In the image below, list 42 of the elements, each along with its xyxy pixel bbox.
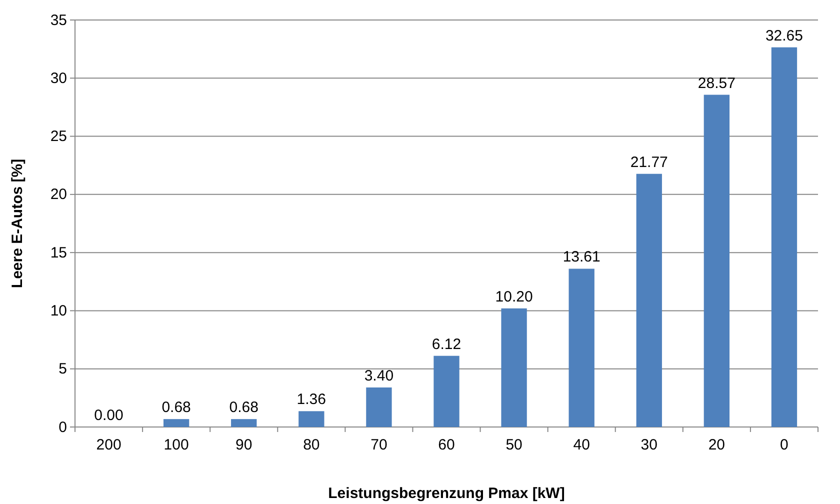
data-label: 6.12: [432, 336, 462, 353]
bar: [771, 47, 798, 427]
data-label: 0.68: [162, 399, 191, 416]
data-label: 32.65: [765, 27, 803, 44]
x-tick-label: 70: [370, 436, 388, 454]
data-label: 0.68: [229, 399, 258, 416]
bar: [366, 387, 392, 427]
x-tick-label: 60: [438, 436, 455, 454]
y-tick-label: 0: [58, 418, 67, 436]
data-label: 0.00: [94, 407, 124, 424]
x-axis-title: Leistungsbegrenzung Pmax [kW]: [328, 485, 565, 502]
x-tick-label: 20: [708, 436, 726, 454]
x-tick-label: 90: [236, 436, 252, 454]
x-tick-label: 80: [303, 436, 320, 454]
y-tick-label: 15: [50, 244, 67, 262]
bar: [298, 411, 324, 427]
bar: [501, 308, 527, 427]
y-tick-label: 5: [58, 360, 67, 378]
data-label: 21.77: [630, 154, 668, 171]
bar: [434, 356, 460, 427]
y-tick-label: 10: [50, 302, 67, 320]
y-tick-label: 20: [50, 186, 67, 204]
x-tick-label: 0: [780, 436, 788, 454]
data-label: 10.20: [495, 288, 533, 306]
data-label: 1.36: [296, 391, 326, 408]
data-label: 13.61: [562, 248, 600, 266]
data-label: 28.57: [698, 74, 736, 92]
bar: [231, 419, 257, 427]
data-label: 3.40: [364, 367, 394, 384]
x-tick-label: 50: [506, 436, 522, 454]
y-tick-label: 25: [50, 128, 67, 146]
bar: [704, 94, 730, 427]
bar: [568, 268, 594, 427]
y-axis-title: Leere E-Autos [%]: [9, 158, 26, 288]
bar: [163, 419, 190, 427]
y-tick-label: 30: [50, 70, 67, 87]
bar: [636, 174, 662, 427]
x-tick-label: 100: [164, 436, 189, 454]
x-tick-label: 200: [96, 436, 122, 454]
x-tick-label: 30: [640, 436, 658, 454]
x-tick-label: 40: [573, 436, 590, 454]
y-tick-label: 35: [50, 12, 67, 29]
